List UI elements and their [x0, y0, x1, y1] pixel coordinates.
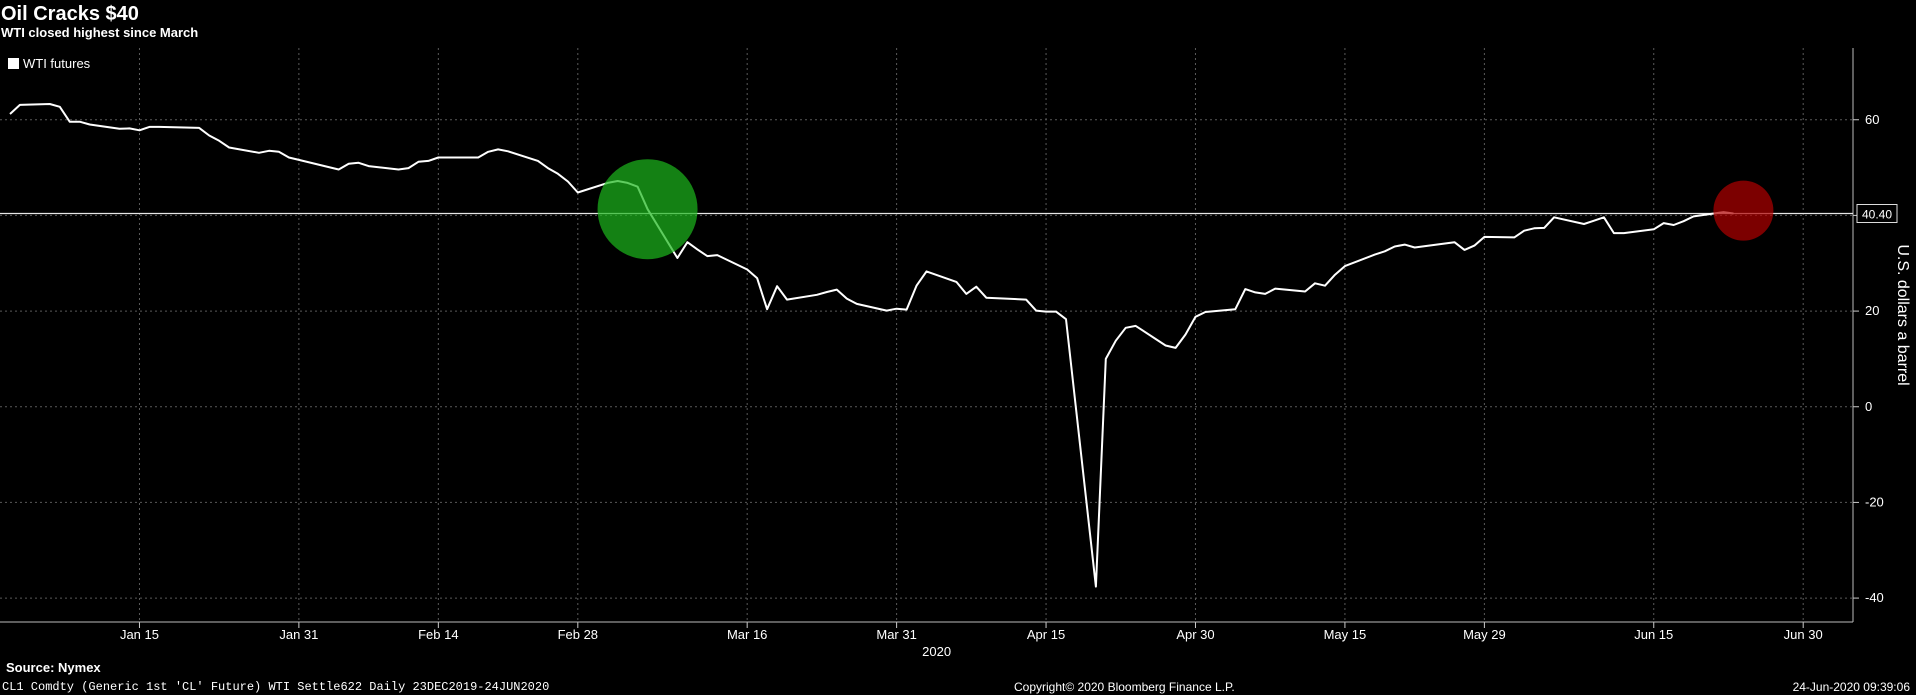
y-tick-label: -20 [1865, 494, 1884, 509]
timestamp: 24-Jun-2020 09:39:06 [1792, 680, 1910, 694]
red-highlight-circle [1713, 180, 1774, 241]
x-tick-label: Apr 30 [1176, 627, 1214, 642]
legend: WTI futures [8, 56, 90, 71]
x-tick-label: Jun 30 [1784, 627, 1823, 642]
copyright-note: Copyright© 2020 Bloomberg Finance L.P. [1014, 680, 1235, 694]
chart-title: Oil Cracks $40 [1, 3, 139, 25]
security-description: CL1 Comdty (Generic 1st 'CL' Future) WTI… [2, 680, 550, 694]
x-tick-label: Mar 16 [727, 627, 767, 642]
x-tick-label: Feb 14 [418, 627, 458, 642]
chart-subtitle: WTI closed highest since March [1, 25, 199, 40]
last-value-label: 40.40 [1862, 208, 1892, 222]
x-tick-label: Apr 15 [1027, 627, 1065, 642]
source-note: Source: Nymex [6, 660, 101, 675]
legend-swatch [8, 58, 19, 69]
y-tick-label: 0 [1865, 399, 1872, 414]
y-axis-label: U.S. dollars a barrel [1894, 244, 1911, 385]
x-tick-label: Jun 15 [1634, 627, 1673, 642]
y-tick-label: 60 [1865, 112, 1879, 127]
x-tick-label: Feb 28 [558, 627, 598, 642]
x-tick-label: May 29 [1463, 627, 1506, 642]
legend-label: WTI futures [23, 56, 91, 71]
y-tick-label: -40 [1865, 590, 1884, 605]
x-tick-label: Jan 31 [279, 627, 318, 642]
x-tick-label: Jan 15 [120, 627, 159, 642]
x-axis-label: 2020 [922, 644, 951, 659]
x-tick-label: May 15 [1324, 627, 1367, 642]
x-tick-label: Mar 31 [876, 627, 916, 642]
last-value-box [1856, 204, 1898, 224]
y-tick-label: 20 [1865, 303, 1879, 318]
series-line-wti-futures [9, 103, 1734, 588]
green-highlight-circle [597, 159, 698, 260]
